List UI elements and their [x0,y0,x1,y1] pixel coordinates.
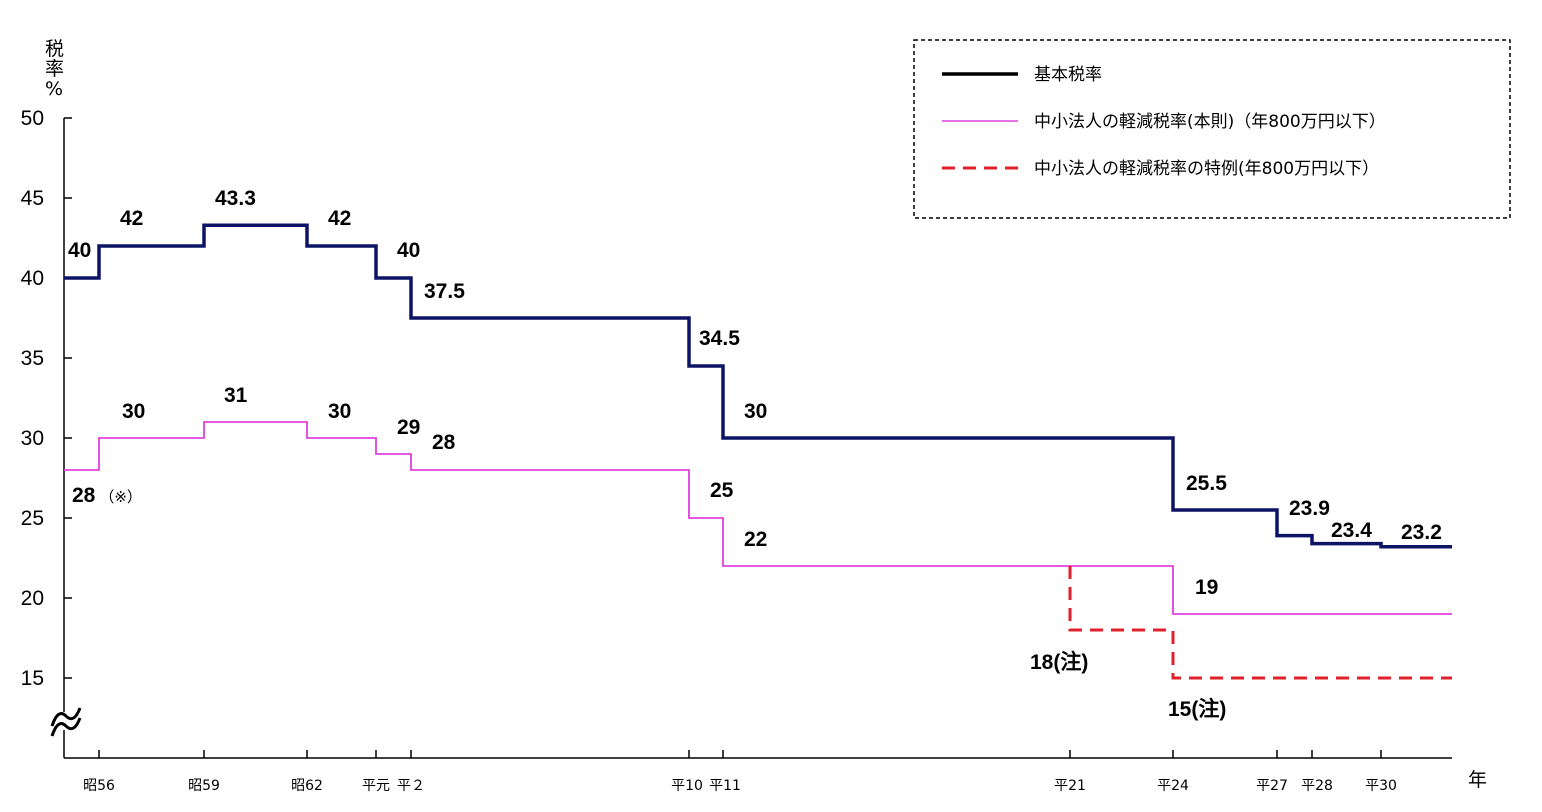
x-tick-label: 平24 [1157,778,1189,794]
axes [50,118,1452,759]
y-tick-label: 50 [21,107,44,130]
y-tick-label: 45 [21,187,44,210]
x-tick-label: 平10 [671,778,703,794]
x-tick-label: 平27 [1256,778,1288,794]
x-tick-label: 平21 [1054,778,1086,794]
x-tick-label: 昭56 [83,778,115,794]
legend-label-special: 中小法人の軽減税率の特例(年800万円以下） [1034,159,1379,179]
data-label: 30 [744,400,767,423]
series-reduced-rate-line [64,421,1452,615]
data-label: 42 [328,207,351,230]
y-tick-label: 20 [21,587,44,610]
y-tick-label: 35 [21,347,44,370]
data-label: 15(注) [1168,697,1226,721]
y-tick-label: 25 [21,507,44,530]
data-label: 22 [744,528,767,551]
x-ticks: 昭56 昭59 昭62 平元 平２ 平10 平11 平21 平24 平27 平28 平30 [83,750,1397,794]
x-tick-label: 昭62 [291,778,323,794]
y-axis-label-1: 税 [45,38,64,60]
y-tick-label: 30 [21,427,44,450]
series-lines [64,223,1452,680]
y-tick-label: 15 [21,667,44,690]
data-label: 28 （※） [72,484,142,507]
data-label: 40 [68,239,91,262]
x-tick-label: 平11 [709,778,741,794]
data-label: 25 [710,479,734,502]
series-basic-rate-line [64,223,1452,549]
y-ticks: 50 45 40 35 30 25 20 15 [21,107,72,690]
data-label: 42 [120,207,143,230]
data-label: 37.5 [424,280,465,303]
data-label: 23.4 [1331,519,1372,542]
axis-break-mark [50,707,82,737]
x-tick-label: 昭59 [188,778,220,794]
legend-label-basic: 基本税率 [1034,65,1102,85]
y-axis-label-2: 率 [45,58,64,80]
data-label: 30 [122,400,145,423]
x-tick-label: 平２ [397,778,425,794]
data-label: 31 [224,384,248,407]
data-label: 34.5 [699,327,740,350]
y-tick-label: 40 [21,267,44,290]
y-axis-label-3: % [45,78,63,100]
x-tick-label: 平元 [362,778,390,794]
data-label: 30 [328,400,351,423]
legend: 基本税率 中小法人の軽減税率(本則)（年800万円以下） 中小法人の軽減税率の特… [913,39,1511,219]
series-special-rate-line [1068,566,1452,680]
data-label: 19 [1195,576,1218,599]
data-label: 25.5 [1186,472,1227,495]
data-label: 43.3 [215,187,256,210]
x-tick-label: 平30 [1365,778,1397,794]
legend-frame [913,39,1511,219]
x-tick-label: 平28 [1301,778,1333,794]
data-label-note: （※） [99,489,142,506]
data-label: 40 [397,239,420,262]
legend-label-reduced: 中小法人の軽減税率(本則)（年800万円以下） [1034,112,1386,132]
data-label: 23.2 [1401,521,1442,544]
data-label: 18(注) [1030,650,1088,674]
data-label: 28 [432,431,456,454]
data-label: 29 [397,416,420,439]
data-label: 23.9 [1289,497,1330,520]
x-axis-label: 年 [1468,769,1487,791]
